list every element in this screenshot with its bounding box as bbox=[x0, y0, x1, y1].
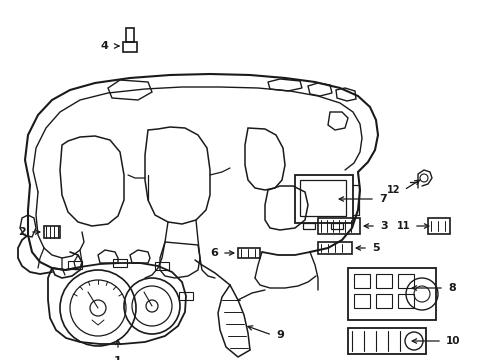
Bar bbox=[238, 248, 260, 258]
Bar bbox=[375, 294, 391, 308]
Text: 9: 9 bbox=[275, 330, 284, 340]
Bar bbox=[427, 218, 449, 234]
Text: 6: 6 bbox=[210, 248, 218, 258]
Bar bbox=[155, 262, 169, 270]
Text: 2: 2 bbox=[18, 227, 26, 237]
Bar bbox=[347, 268, 435, 320]
Bar bbox=[353, 294, 369, 308]
Bar bbox=[68, 261, 82, 269]
Bar bbox=[126, 28, 134, 42]
Text: 7: 7 bbox=[378, 194, 386, 204]
Text: 10: 10 bbox=[445, 336, 460, 346]
Text: 8: 8 bbox=[447, 283, 455, 293]
Bar bbox=[113, 259, 127, 267]
Text: 1: 1 bbox=[114, 356, 122, 360]
Bar bbox=[347, 328, 425, 354]
Text: 5: 5 bbox=[371, 243, 379, 253]
Bar bbox=[397, 294, 413, 308]
Bar bbox=[330, 223, 342, 229]
Text: 11: 11 bbox=[396, 221, 409, 231]
Bar bbox=[353, 274, 369, 288]
Bar bbox=[123, 42, 137, 52]
Bar bbox=[375, 274, 391, 288]
Bar bbox=[294, 175, 352, 223]
Bar bbox=[179, 292, 193, 300]
Text: 4: 4 bbox=[100, 41, 108, 51]
Bar bbox=[303, 223, 314, 229]
Bar bbox=[317, 242, 351, 254]
Bar bbox=[299, 180, 346, 216]
Text: 3: 3 bbox=[379, 221, 387, 231]
Text: 12: 12 bbox=[386, 185, 399, 195]
Bar bbox=[317, 218, 359, 234]
Bar bbox=[397, 274, 413, 288]
Bar bbox=[44, 226, 60, 238]
